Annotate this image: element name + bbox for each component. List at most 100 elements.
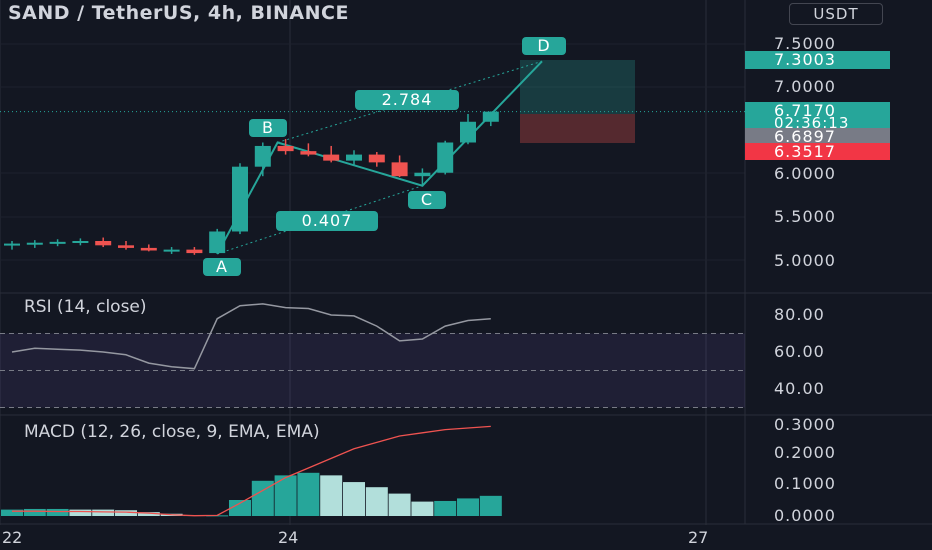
macd-histogram-bar <box>365 487 388 516</box>
candle <box>460 113 476 145</box>
candles[interactable] <box>4 111 499 255</box>
price-tick: 7.5000 <box>774 34 836 53</box>
candle <box>346 150 362 165</box>
ratio-label-ab[interactable]: 0.407 <box>276 211 378 231</box>
macd-histogram-bar <box>92 509 115 516</box>
candle <box>254 142 271 177</box>
macd-histogram-bar <box>46 508 69 516</box>
target-price-tag: 7.3003 <box>745 51 890 69</box>
macd-histogram-bar <box>229 500 251 516</box>
candle-body <box>437 142 454 173</box>
rsi-label[interactable]: RSI (14, close) <box>24 297 147 317</box>
candle <box>49 239 66 247</box>
candle-body <box>414 172 431 177</box>
candle-body <box>460 121 476 143</box>
candle <box>482 111 499 127</box>
macd-histogram-bar <box>137 512 160 516</box>
price-tick: 6.0000 <box>774 164 836 183</box>
candle <box>391 155 408 178</box>
macd-tick: 0.2000 <box>774 443 836 462</box>
rsi-line <box>11 303 491 370</box>
candle <box>209 228 226 254</box>
point-label-a[interactable]: A <box>203 258 241 276</box>
candle <box>4 240 20 250</box>
price-tick: 5.5000 <box>774 207 836 226</box>
ratio-label-bc[interactable]: 2.784 <box>355 90 459 110</box>
time-tick: 24 <box>278 528 299 547</box>
candle-body <box>232 166 248 232</box>
candle <box>232 163 248 235</box>
candle <box>140 244 157 252</box>
candle-body <box>4 243 20 246</box>
macd-histogram-bar <box>115 510 137 516</box>
candle <box>414 168 431 187</box>
macd-line <box>12 425 491 517</box>
candle <box>186 247 203 255</box>
profit-zone <box>520 60 635 114</box>
rsi-tick: 40.00 <box>774 379 825 398</box>
time-tick: 22 <box>2 528 23 547</box>
candle-body <box>368 154 385 163</box>
rsi-pane <box>0 303 745 408</box>
candle <box>163 247 180 254</box>
macd-histogram-bar <box>479 495 502 516</box>
macd-histogram-bar <box>274 475 297 516</box>
entry-price-tag: 6.6897 <box>745 128 890 146</box>
macd-histogram-bar <box>1 509 23 516</box>
candle-body <box>186 249 203 254</box>
candle-body <box>26 242 43 245</box>
candle-body <box>254 145 271 167</box>
candle-body <box>482 111 499 122</box>
loss-zone <box>520 114 635 143</box>
macd-tick: 0.3000 <box>774 415 836 434</box>
candle-body <box>323 154 340 161</box>
candle-body <box>118 245 134 248</box>
candle <box>277 139 294 155</box>
candle-body <box>95 240 112 246</box>
macd-histogram-bar <box>411 501 434 516</box>
candle <box>26 240 43 248</box>
candle <box>437 140 454 175</box>
candle-body <box>140 247 157 251</box>
candle-body <box>49 241 66 244</box>
candle-body <box>163 249 180 252</box>
symbol-title[interactable]: SAND / TetherUS, 4h, BINANCE <box>8 2 349 24</box>
stop-price-tag: 6.3517 <box>745 143 890 160</box>
ratio-line-bd <box>277 60 543 143</box>
macd-tick: 0.1000 <box>774 474 836 493</box>
macd-histogram-bar <box>320 475 343 516</box>
candle <box>300 143 317 157</box>
candle <box>95 237 112 248</box>
position-zones <box>520 60 635 143</box>
currency-button[interactable]: USDT <box>789 3 883 25</box>
macd-histogram-bar <box>434 500 457 516</box>
macd-pane <box>1 425 502 517</box>
macd-histogram-bar <box>251 480 274 516</box>
macd-label[interactable]: MACD (12, 26, close, 9, EMA, EMA) <box>24 422 320 442</box>
candle-body <box>391 162 408 177</box>
candle <box>72 238 89 246</box>
point-label-b[interactable]: B <box>249 119 287 137</box>
price-tick: 5.0000 <box>774 251 836 270</box>
rsi-tick: 60.00 <box>774 342 825 361</box>
candle <box>118 240 134 250</box>
countdown-tag: 02:36:13 <box>745 116 890 131</box>
candle-body <box>277 145 294 152</box>
macd-histogram-bar <box>23 508 46 516</box>
macd-histogram-bar <box>343 482 365 516</box>
macd-tick: 0.0000 <box>774 506 836 525</box>
ratio-line-ac <box>217 185 423 255</box>
macd-histogram-bar <box>388 493 411 516</box>
macd-histogram-bar <box>297 472 320 516</box>
macd-histogram-bar <box>457 498 479 516</box>
macd-histogram-bar <box>69 509 92 516</box>
candle-body <box>72 240 89 243</box>
candle <box>368 152 385 167</box>
last-price-tag: 6.7170 <box>745 102 890 120</box>
time-tick: 27 <box>688 528 709 547</box>
candle-body <box>346 154 362 161</box>
point-label-c[interactable]: C <box>408 191 446 209</box>
candle-body <box>209 231 226 254</box>
point-label-d[interactable]: D <box>522 37 566 55</box>
